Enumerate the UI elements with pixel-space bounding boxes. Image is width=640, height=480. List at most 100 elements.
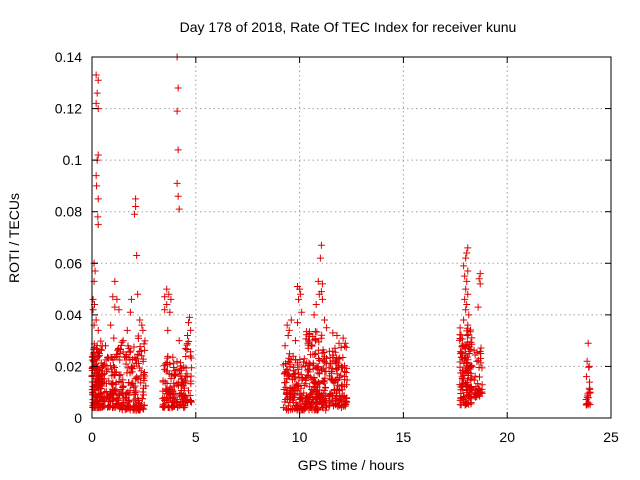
data-point bbox=[311, 377, 319, 385]
data-point bbox=[126, 348, 134, 356]
data-point bbox=[164, 326, 172, 334]
data-point bbox=[279, 404, 287, 412]
data-point bbox=[340, 392, 348, 400]
data-point bbox=[94, 195, 102, 203]
data-point bbox=[92, 316, 100, 324]
data-point bbox=[339, 334, 347, 342]
data-point bbox=[341, 339, 349, 347]
data-point bbox=[478, 381, 486, 389]
data-point bbox=[163, 359, 171, 367]
y-tick-label: 0.08 bbox=[55, 204, 82, 220]
data-point bbox=[135, 397, 143, 405]
data-point bbox=[93, 396, 101, 404]
data-point bbox=[159, 377, 167, 385]
data-point bbox=[316, 370, 324, 378]
data-point bbox=[115, 371, 123, 379]
data-point bbox=[141, 346, 149, 354]
data-point bbox=[465, 340, 473, 348]
data-point bbox=[315, 338, 323, 346]
data-point bbox=[458, 349, 466, 357]
data-point bbox=[298, 376, 306, 384]
data-point bbox=[317, 241, 325, 249]
data-point bbox=[99, 375, 107, 383]
data-point bbox=[131, 210, 139, 218]
data-point bbox=[105, 403, 113, 411]
data-point bbox=[463, 249, 471, 257]
data-point bbox=[117, 371, 125, 379]
data-point bbox=[468, 386, 476, 394]
data-point bbox=[93, 89, 101, 97]
data-point bbox=[316, 254, 324, 262]
data-point bbox=[586, 378, 594, 386]
data-point bbox=[182, 392, 190, 400]
data-point bbox=[174, 146, 182, 154]
data-point bbox=[467, 385, 475, 393]
data-point bbox=[136, 406, 144, 414]
data-point bbox=[318, 349, 326, 357]
data-point bbox=[460, 316, 468, 324]
data-point bbox=[325, 402, 333, 410]
data-point bbox=[325, 364, 333, 372]
data-point bbox=[89, 295, 97, 303]
data-point bbox=[312, 399, 320, 407]
data-point bbox=[89, 399, 97, 407]
data-point bbox=[340, 383, 348, 391]
data-point bbox=[169, 403, 177, 411]
data-point bbox=[94, 213, 102, 221]
data-point bbox=[100, 360, 108, 368]
data-point bbox=[130, 384, 138, 392]
data-point bbox=[302, 380, 310, 388]
data-point bbox=[462, 354, 470, 362]
data-point bbox=[461, 401, 469, 409]
data-point bbox=[109, 396, 117, 404]
data-point bbox=[461, 342, 469, 350]
data-point bbox=[586, 401, 594, 409]
data-point bbox=[298, 308, 306, 316]
data-point bbox=[93, 182, 101, 190]
data-point bbox=[285, 354, 293, 362]
data-point bbox=[89, 350, 97, 358]
data-point bbox=[331, 399, 339, 407]
data-point bbox=[341, 398, 349, 406]
data-point bbox=[321, 316, 329, 324]
x-tick-label: 0 bbox=[88, 429, 96, 445]
data-point bbox=[177, 400, 185, 408]
data-point bbox=[327, 369, 335, 377]
data-point bbox=[456, 336, 464, 344]
data-point bbox=[312, 337, 320, 345]
data-point bbox=[182, 379, 190, 387]
data-point bbox=[173, 179, 181, 187]
data-point bbox=[124, 396, 132, 404]
data-point bbox=[94, 76, 102, 84]
data-point bbox=[161, 306, 169, 314]
data-point bbox=[123, 390, 131, 398]
data-point bbox=[138, 395, 146, 403]
data-point bbox=[585, 362, 593, 370]
data-point bbox=[136, 343, 144, 351]
data-point bbox=[335, 339, 343, 347]
data-point bbox=[119, 382, 127, 390]
data-point bbox=[289, 352, 297, 360]
data-point bbox=[462, 360, 470, 368]
data-point bbox=[461, 272, 469, 280]
data-point bbox=[107, 365, 115, 373]
data-point bbox=[309, 351, 317, 359]
data-point bbox=[173, 366, 181, 374]
data-point bbox=[463, 369, 471, 377]
data-point bbox=[119, 402, 127, 410]
data-point bbox=[183, 370, 191, 378]
data-point bbox=[111, 364, 119, 372]
data-point bbox=[466, 345, 474, 353]
data-point bbox=[115, 401, 123, 409]
data-point bbox=[333, 366, 341, 374]
data-point bbox=[183, 346, 191, 354]
data-point bbox=[174, 192, 182, 200]
data-point bbox=[117, 378, 125, 386]
data-point bbox=[314, 363, 322, 371]
data-point bbox=[113, 295, 121, 303]
data-point bbox=[461, 295, 469, 303]
data-point bbox=[329, 329, 337, 337]
data-point bbox=[310, 311, 318, 319]
data-point bbox=[296, 355, 304, 363]
data-point bbox=[330, 385, 338, 393]
